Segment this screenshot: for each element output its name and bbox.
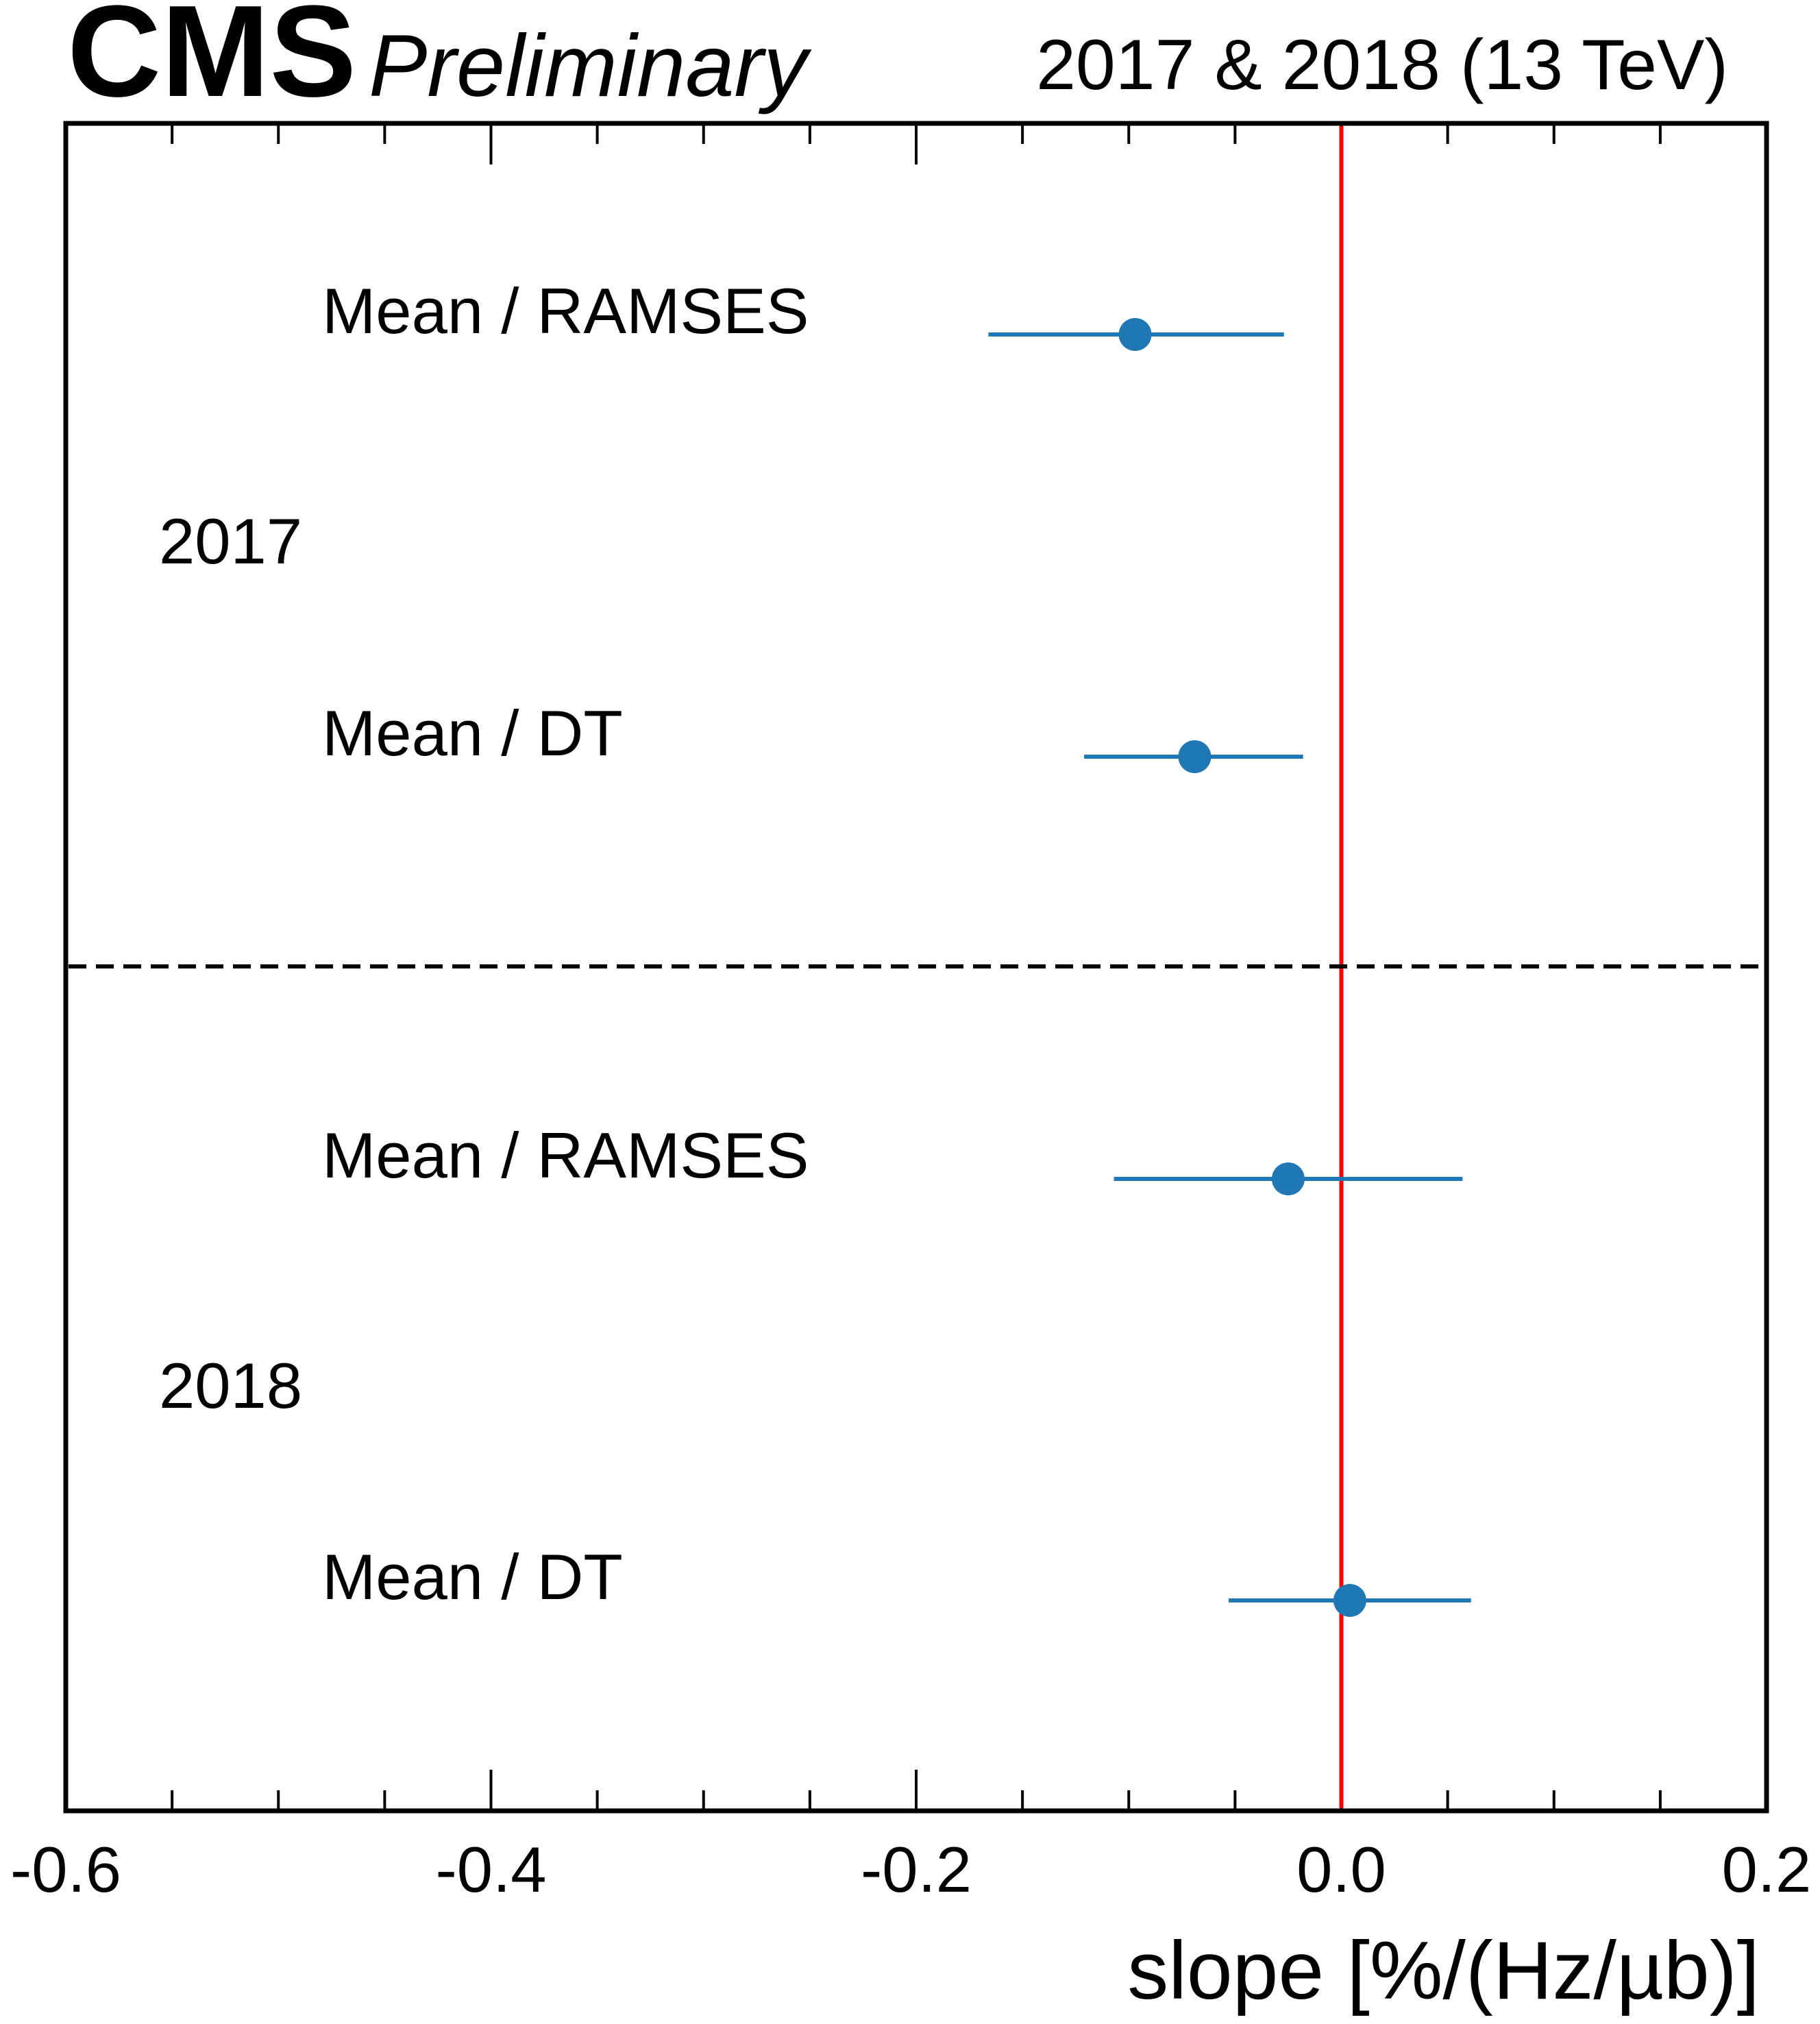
x-tick-labels: -0.6 -0.4 -0.2 0.0 0.2 — [10, 1833, 1811, 1905]
data-points — [988, 318, 1471, 1617]
x-tick-label: 0.2 — [1722, 1833, 1812, 1905]
row-label: Mean / DT — [322, 697, 623, 769]
experiment-label: CMS — [67, 0, 356, 124]
data-point-marker — [1118, 318, 1152, 351]
x-tick-label: -0.2 — [861, 1833, 972, 1905]
row-label: Mean / RAMSES — [322, 275, 809, 347]
lumi-label: 2017 & 2018 (13 TeV) — [1036, 25, 1728, 105]
row-label: Mean / DT — [322, 1541, 623, 1613]
data-point-marker — [1178, 740, 1212, 773]
category-labels: 2017 Mean / RAMSES Mean / DT 2018 Mean / RAM… — [159, 275, 809, 1613]
x-axis-title: slope [%/(Hz/µb)] — [1127, 1925, 1760, 2016]
x-tick-label: -0.4 — [436, 1833, 547, 1905]
status-label: Preliminary — [369, 17, 812, 115]
x-tick-label: 0.0 — [1296, 1833, 1386, 1905]
data-point-marker — [1333, 1584, 1366, 1617]
data-point-marker — [1271, 1162, 1305, 1195]
x-tick-label: -0.6 — [10, 1833, 121, 1905]
group-label-2018: 2018 — [159, 1350, 302, 1422]
group-label-2017: 2017 — [159, 505, 302, 577]
row-label: Mean / RAMSES — [322, 1119, 809, 1191]
